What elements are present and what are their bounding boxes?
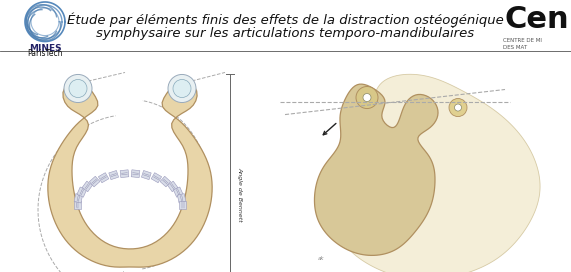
Polygon shape [109, 171, 119, 180]
Polygon shape [315, 84, 438, 255]
Text: Angle de Bennett: Angle de Bennett [237, 167, 242, 222]
Polygon shape [167, 181, 178, 192]
Text: ParisTech: ParisTech [27, 50, 63, 58]
Circle shape [64, 75, 92, 103]
Circle shape [356, 86, 378, 109]
Polygon shape [178, 194, 186, 203]
Circle shape [69, 79, 87, 98]
Polygon shape [179, 201, 186, 209]
Polygon shape [74, 194, 83, 203]
Polygon shape [174, 187, 183, 197]
Circle shape [455, 104, 461, 111]
Text: MINES: MINES [29, 44, 61, 52]
Circle shape [173, 79, 191, 98]
Text: symphysaire sur les articulations temporo-mandibulaires: symphysaire sur les articulations tempor… [96, 27, 474, 40]
Text: Étude par éléments finis des effets de la distraction ostéogénique: Étude par éléments finis des effets de l… [67, 13, 504, 27]
Polygon shape [82, 181, 93, 192]
Polygon shape [142, 171, 151, 180]
Polygon shape [48, 81, 212, 267]
Text: ak: ak [120, 271, 127, 272]
Text: ak: ak [318, 256, 324, 261]
Polygon shape [98, 173, 109, 183]
Circle shape [449, 98, 467, 117]
Polygon shape [131, 170, 140, 178]
Polygon shape [77, 187, 87, 197]
Polygon shape [89, 176, 100, 187]
Polygon shape [120, 170, 129, 178]
Polygon shape [160, 176, 171, 187]
Text: CENTRE DE MI: CENTRE DE MI [503, 38, 542, 43]
Text: DES MAT: DES MAT [503, 45, 527, 50]
Polygon shape [151, 173, 162, 183]
Circle shape [363, 94, 371, 101]
Circle shape [168, 75, 196, 103]
Polygon shape [329, 74, 540, 272]
Polygon shape [74, 201, 81, 209]
Text: Cen: Cen [505, 5, 570, 34]
